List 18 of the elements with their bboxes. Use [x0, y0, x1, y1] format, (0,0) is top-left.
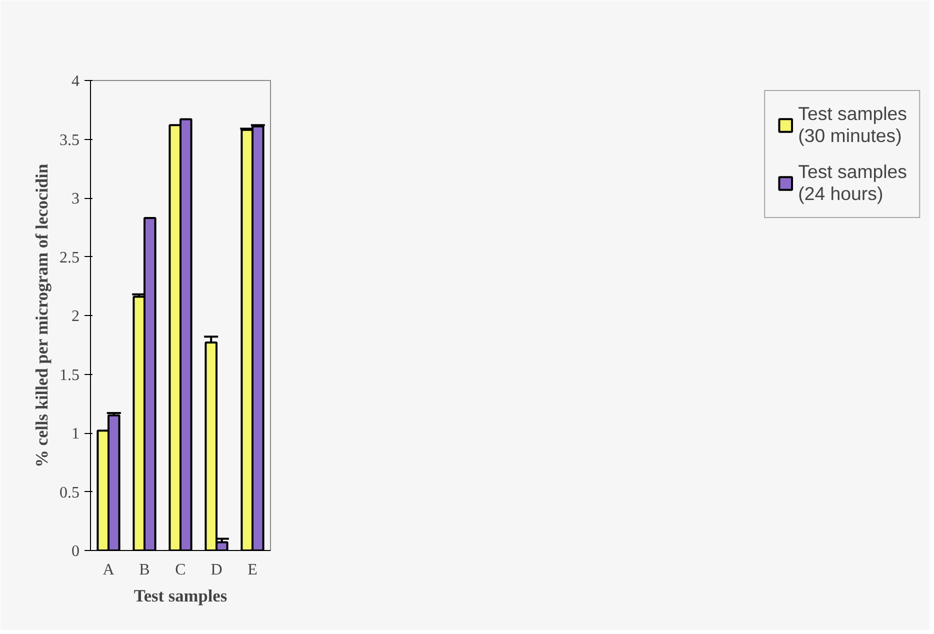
y-tick-label: 2 — [72, 308, 80, 325]
x-tick-label: B — [139, 562, 150, 578]
y-axis-title: % cells killed per microgram of lecocidin — [32, 164, 52, 468]
x-tick-label: E — [248, 562, 258, 578]
x-tick-label: C — [175, 562, 186, 578]
x-tick-label: D — [210, 562, 222, 578]
y-tick-label: 3.5 — [60, 132, 80, 149]
y-tick-label: 1.5 — [60, 366, 80, 384]
x-tick-label: A — [102, 562, 115, 578]
legend-label: Test samples (24 hours) — [798, 161, 907, 205]
y-tick-label: 4 — [72, 73, 80, 90]
legend-label: Test samples (30 minutes) — [798, 103, 907, 147]
y-tick-label: 0 — [72, 543, 80, 560]
y-tick-label: 0.5 — [60, 484, 80, 502]
y-tick-label: 1 — [72, 426, 80, 442]
x-axis-title: Test samples — [134, 586, 228, 606]
y-tick-label: 3 — [72, 190, 80, 208]
y-tick-label: 2.5 — [60, 249, 80, 266]
